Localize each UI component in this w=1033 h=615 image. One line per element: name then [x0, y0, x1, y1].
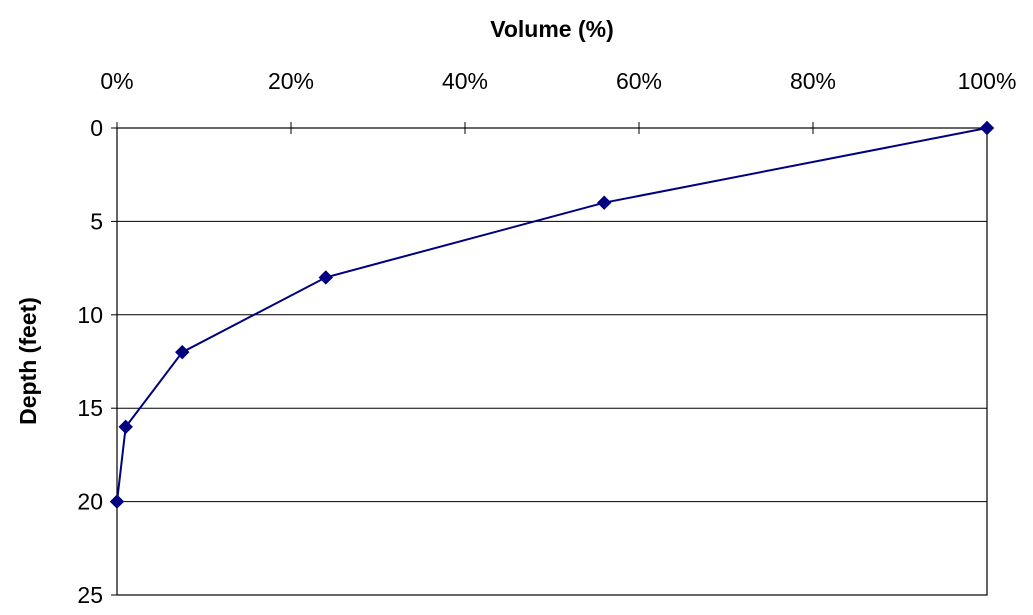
x-tick-label: 80% — [790, 68, 836, 94]
data-point-marker — [109, 494, 125, 509]
y-axis-tick-labels: 0 5 10 15 20 25 — [77, 115, 103, 608]
data-point-marker — [318, 270, 334, 285]
data-point-marker — [979, 120, 995, 136]
y-tick-label: 10 — [77, 302, 103, 328]
x-tick-label: 60% — [616, 68, 662, 94]
x-tick-label: 40% — [442, 68, 488, 94]
x-tick-label: 100% — [958, 68, 1017, 94]
series-markers — [109, 120, 995, 509]
x-axis-tick-labels: 0% 20% 40% 60% 80% 100% — [100, 68, 1016, 94]
plot-area-border — [116, 127, 988, 596]
x-tick-label: 0% — [100, 68, 133, 94]
x-axis-title: Volume (%) — [490, 16, 614, 42]
data-point-marker — [175, 344, 190, 360]
y-tick-label: 25 — [77, 582, 103, 608]
y-tick-label: 5 — [90, 208, 103, 234]
x-tick-label: 20% — [268, 68, 314, 94]
y-tick-label: 0 — [90, 115, 103, 141]
data-point-marker — [596, 195, 612, 210]
y-tick-label: 20 — [77, 489, 103, 515]
y-tick-label: 15 — [77, 395, 103, 421]
series-line — [116, 127, 988, 502]
axis-ticks — [111, 122, 988, 596]
data-point-marker — [118, 419, 133, 435]
y-axis-title: Depth (feet) — [15, 297, 41, 425]
gridlines — [117, 220, 987, 503]
